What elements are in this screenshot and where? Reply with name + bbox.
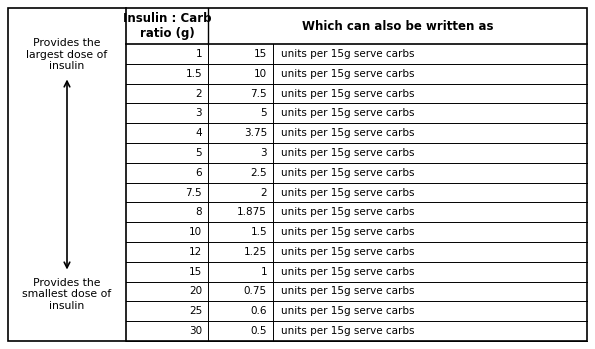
Text: 30: 30 [189,326,202,336]
Text: units per 15g serve carbs: units per 15g serve carbs [281,187,415,198]
Text: Provides the
smallest dose of
insulin: Provides the smallest dose of insulin [23,278,112,311]
Text: units per 15g serve carbs: units per 15g serve carbs [281,207,415,217]
Text: units per 15g serve carbs: units per 15g serve carbs [281,326,415,336]
Text: units per 15g serve carbs: units per 15g serve carbs [281,89,415,98]
Text: units per 15g serve carbs: units per 15g serve carbs [281,306,415,316]
Text: 1: 1 [195,49,202,59]
Text: 1.5: 1.5 [186,69,202,79]
Text: 3: 3 [195,108,202,118]
Text: units per 15g serve carbs: units per 15g serve carbs [281,69,415,79]
Text: units per 15g serve carbs: units per 15g serve carbs [281,128,415,138]
Text: units per 15g serve carbs: units per 15g serve carbs [281,247,415,257]
Text: 10: 10 [254,69,267,79]
Text: Insulin : Carb
ratio (g): Insulin : Carb ratio (g) [123,12,211,40]
Text: 1.875: 1.875 [237,207,267,217]
Text: 7.5: 7.5 [250,89,267,98]
Text: 0.6: 0.6 [250,306,267,316]
Text: 4: 4 [195,128,202,138]
Text: Which can also be written as: Which can also be written as [302,20,493,32]
Text: Provides the
largest dose of
insulin: Provides the largest dose of insulin [26,38,108,71]
Text: 0.5: 0.5 [250,326,267,336]
Text: units per 15g serve carbs: units per 15g serve carbs [281,227,415,237]
Text: 2: 2 [261,187,267,198]
Text: units per 15g serve carbs: units per 15g serve carbs [281,148,415,158]
Text: units per 15g serve carbs: units per 15g serve carbs [281,267,415,277]
Text: 12: 12 [189,247,202,257]
Text: 20: 20 [189,287,202,297]
Text: 3.75: 3.75 [244,128,267,138]
Text: 10: 10 [189,227,202,237]
Text: 5: 5 [261,108,267,118]
Text: units per 15g serve carbs: units per 15g serve carbs [281,287,415,297]
Text: units per 15g serve carbs: units per 15g serve carbs [281,49,415,59]
Text: 1.5: 1.5 [250,227,267,237]
Text: units per 15g serve carbs: units per 15g serve carbs [281,108,415,118]
Text: 2: 2 [195,89,202,98]
Text: 8: 8 [195,207,202,217]
Text: 1: 1 [261,267,267,277]
Text: units per 15g serve carbs: units per 15g serve carbs [281,168,415,178]
Text: 6: 6 [195,168,202,178]
Text: 7.5: 7.5 [186,187,202,198]
Text: 25: 25 [189,306,202,316]
Text: 2.5: 2.5 [250,168,267,178]
Text: 15: 15 [253,49,267,59]
Text: 1.25: 1.25 [244,247,267,257]
Text: 0.75: 0.75 [244,287,267,297]
Text: 3: 3 [261,148,267,158]
Text: 15: 15 [189,267,202,277]
Text: 5: 5 [195,148,202,158]
